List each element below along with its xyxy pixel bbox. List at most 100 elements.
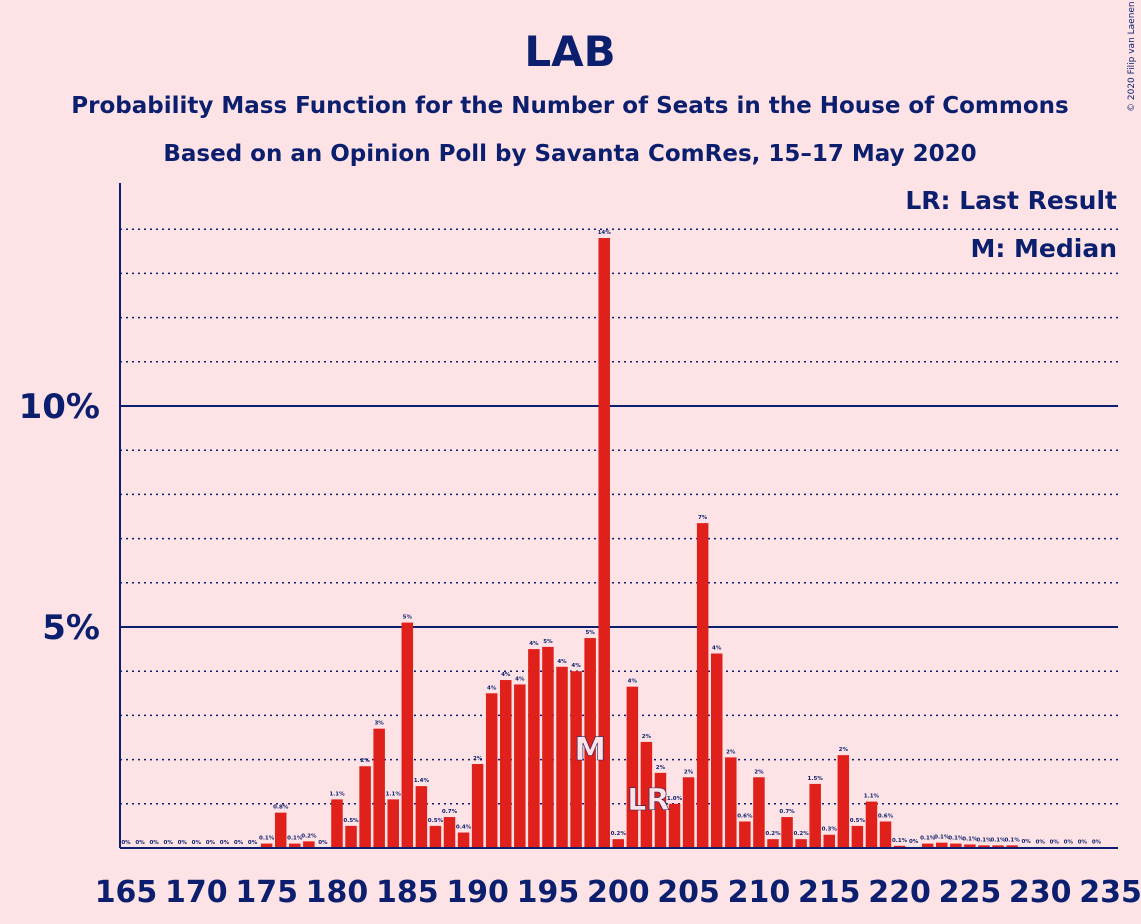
bar-value-label: 0% [121, 840, 131, 846]
bar-value-label: 2% [684, 769, 694, 775]
bar-value-label: 0% [192, 840, 202, 846]
bar [485, 693, 498, 848]
bar [893, 845, 906, 848]
bar-value-label: 0% [1050, 840, 1060, 846]
bar [739, 821, 751, 848]
x-tick-label: 210 [728, 875, 791, 910]
bar [443, 817, 456, 848]
bars-group [260, 238, 1103, 849]
bar [415, 786, 428, 848]
x-tick-label: 190 [446, 875, 509, 910]
bar [359, 766, 371, 848]
chart-subtitle: Probability Mass Function for the Number… [71, 93, 1068, 119]
bar [528, 649, 540, 848]
bar [457, 832, 470, 848]
bar [429, 825, 442, 848]
bar-value-label: 2% [473, 756, 483, 762]
bar [514, 684, 526, 848]
bar-value-label: 0.4% [456, 825, 472, 831]
bar-value-label: 0% [149, 840, 159, 846]
x-tick-label: 165 [95, 875, 158, 910]
bar [598, 238, 610, 849]
bar-value-label: 2% [754, 769, 764, 775]
bar-value-label: 7% [698, 515, 708, 521]
bar-value-label: 1.4% [414, 778, 430, 784]
legend-last-result: LR: Last Result [905, 186, 1117, 215]
bar [289, 843, 301, 848]
bar [570, 671, 582, 848]
bar-value-label: 0.1% [962, 836, 978, 842]
bar-value-label: 4% [571, 663, 581, 669]
bar-value-label: 4% [515, 676, 525, 682]
x-tick-labels: 165 170 175 180 185 190 195 200 205 210 215 220 225 2… [95, 875, 1141, 910]
bar-value-label: 0% [206, 840, 216, 846]
bar-value-label: 0.5% [428, 818, 444, 824]
bar-value-label: 2% [656, 765, 666, 771]
bar [1006, 845, 1018, 848]
bar-value-label: 0.1% [976, 837, 992, 843]
bar-value-label: 0.3% [822, 827, 838, 833]
bar-value-label: 4% [529, 641, 539, 647]
x-tick-label: 205 [657, 875, 720, 910]
bar [851, 825, 864, 848]
bar-value-label: 4% [501, 672, 511, 678]
x-tick-label: 175 [235, 875, 298, 910]
bar [696, 523, 709, 848]
y-tick-labels: 5% 10% [19, 387, 100, 648]
bar-value-label: 0% [248, 840, 258, 846]
bar-value-label: 0% [1021, 839, 1031, 845]
bar [795, 839, 807, 848]
bar [387, 799, 399, 848]
bar-value-label: 0% [1078, 840, 1088, 846]
x-tick-label: 235 [1079, 875, 1141, 910]
bar [753, 777, 765, 848]
x-tick-label: 195 [517, 875, 580, 910]
x-tick-label: 185 [376, 875, 439, 910]
x-tick-label: 215 [798, 875, 861, 910]
bar-value-label: 2% [642, 734, 652, 740]
bar-value-label: 0% [164, 840, 174, 846]
bar [654, 772, 667, 848]
bar-value-label: 0.1% [948, 836, 964, 842]
bar [373, 728, 385, 848]
bar-value-label: 0% [318, 840, 328, 846]
bar-value-label: 14% [598, 230, 612, 236]
bar [837, 755, 850, 848]
bar [668, 803, 681, 848]
bar-value-label: 4% [712, 646, 722, 652]
bar-value-label: 3% [374, 721, 384, 727]
bar-value-label: 0.2% [793, 831, 809, 837]
bar-value-label: 1.0% [667, 796, 683, 802]
bar [992, 845, 1004, 848]
bar [584, 638, 596, 848]
bar [964, 844, 976, 848]
bar-value-label: 0% [909, 839, 919, 845]
x-tick-label: 220 [868, 875, 931, 910]
bar-value-label: 0.1% [259, 836, 275, 842]
bar [865, 801, 878, 848]
bar [345, 825, 357, 848]
bar [823, 834, 835, 848]
bar-value-label: 5% [403, 615, 413, 621]
bar-value-label: 0.6% [737, 813, 753, 819]
bar-value-label: 0.7% [442, 809, 458, 815]
bar [921, 843, 934, 848]
bar [612, 839, 625, 848]
x-tick-label: 200 [587, 875, 650, 910]
bar-value-label: 1.5% [808, 776, 824, 782]
copyright-text: © 2020 Filip van Laenen [1127, 1, 1137, 112]
bar-value-label: 4% [628, 679, 638, 685]
bar-value-label: 0% [135, 840, 145, 846]
x-tick-label: 180 [306, 875, 369, 910]
bar-value-label: 0% [178, 840, 188, 846]
bar-value-label: 1.1% [386, 791, 402, 797]
bar [260, 843, 273, 848]
bar [401, 622, 414, 848]
bar-labels-group: 0% 0% 0% 0% 0% 0% 0% 0% 0% 0%0.1%0.8%0.1%0.2%0%1.… [121, 230, 1101, 846]
bar-value-label: 2% [360, 758, 370, 764]
bar [950, 843, 962, 848]
bar-value-label: 2% [839, 747, 849, 753]
bar-value-label: 0% [220, 840, 230, 846]
bar-value-label: 0.2% [301, 833, 317, 839]
